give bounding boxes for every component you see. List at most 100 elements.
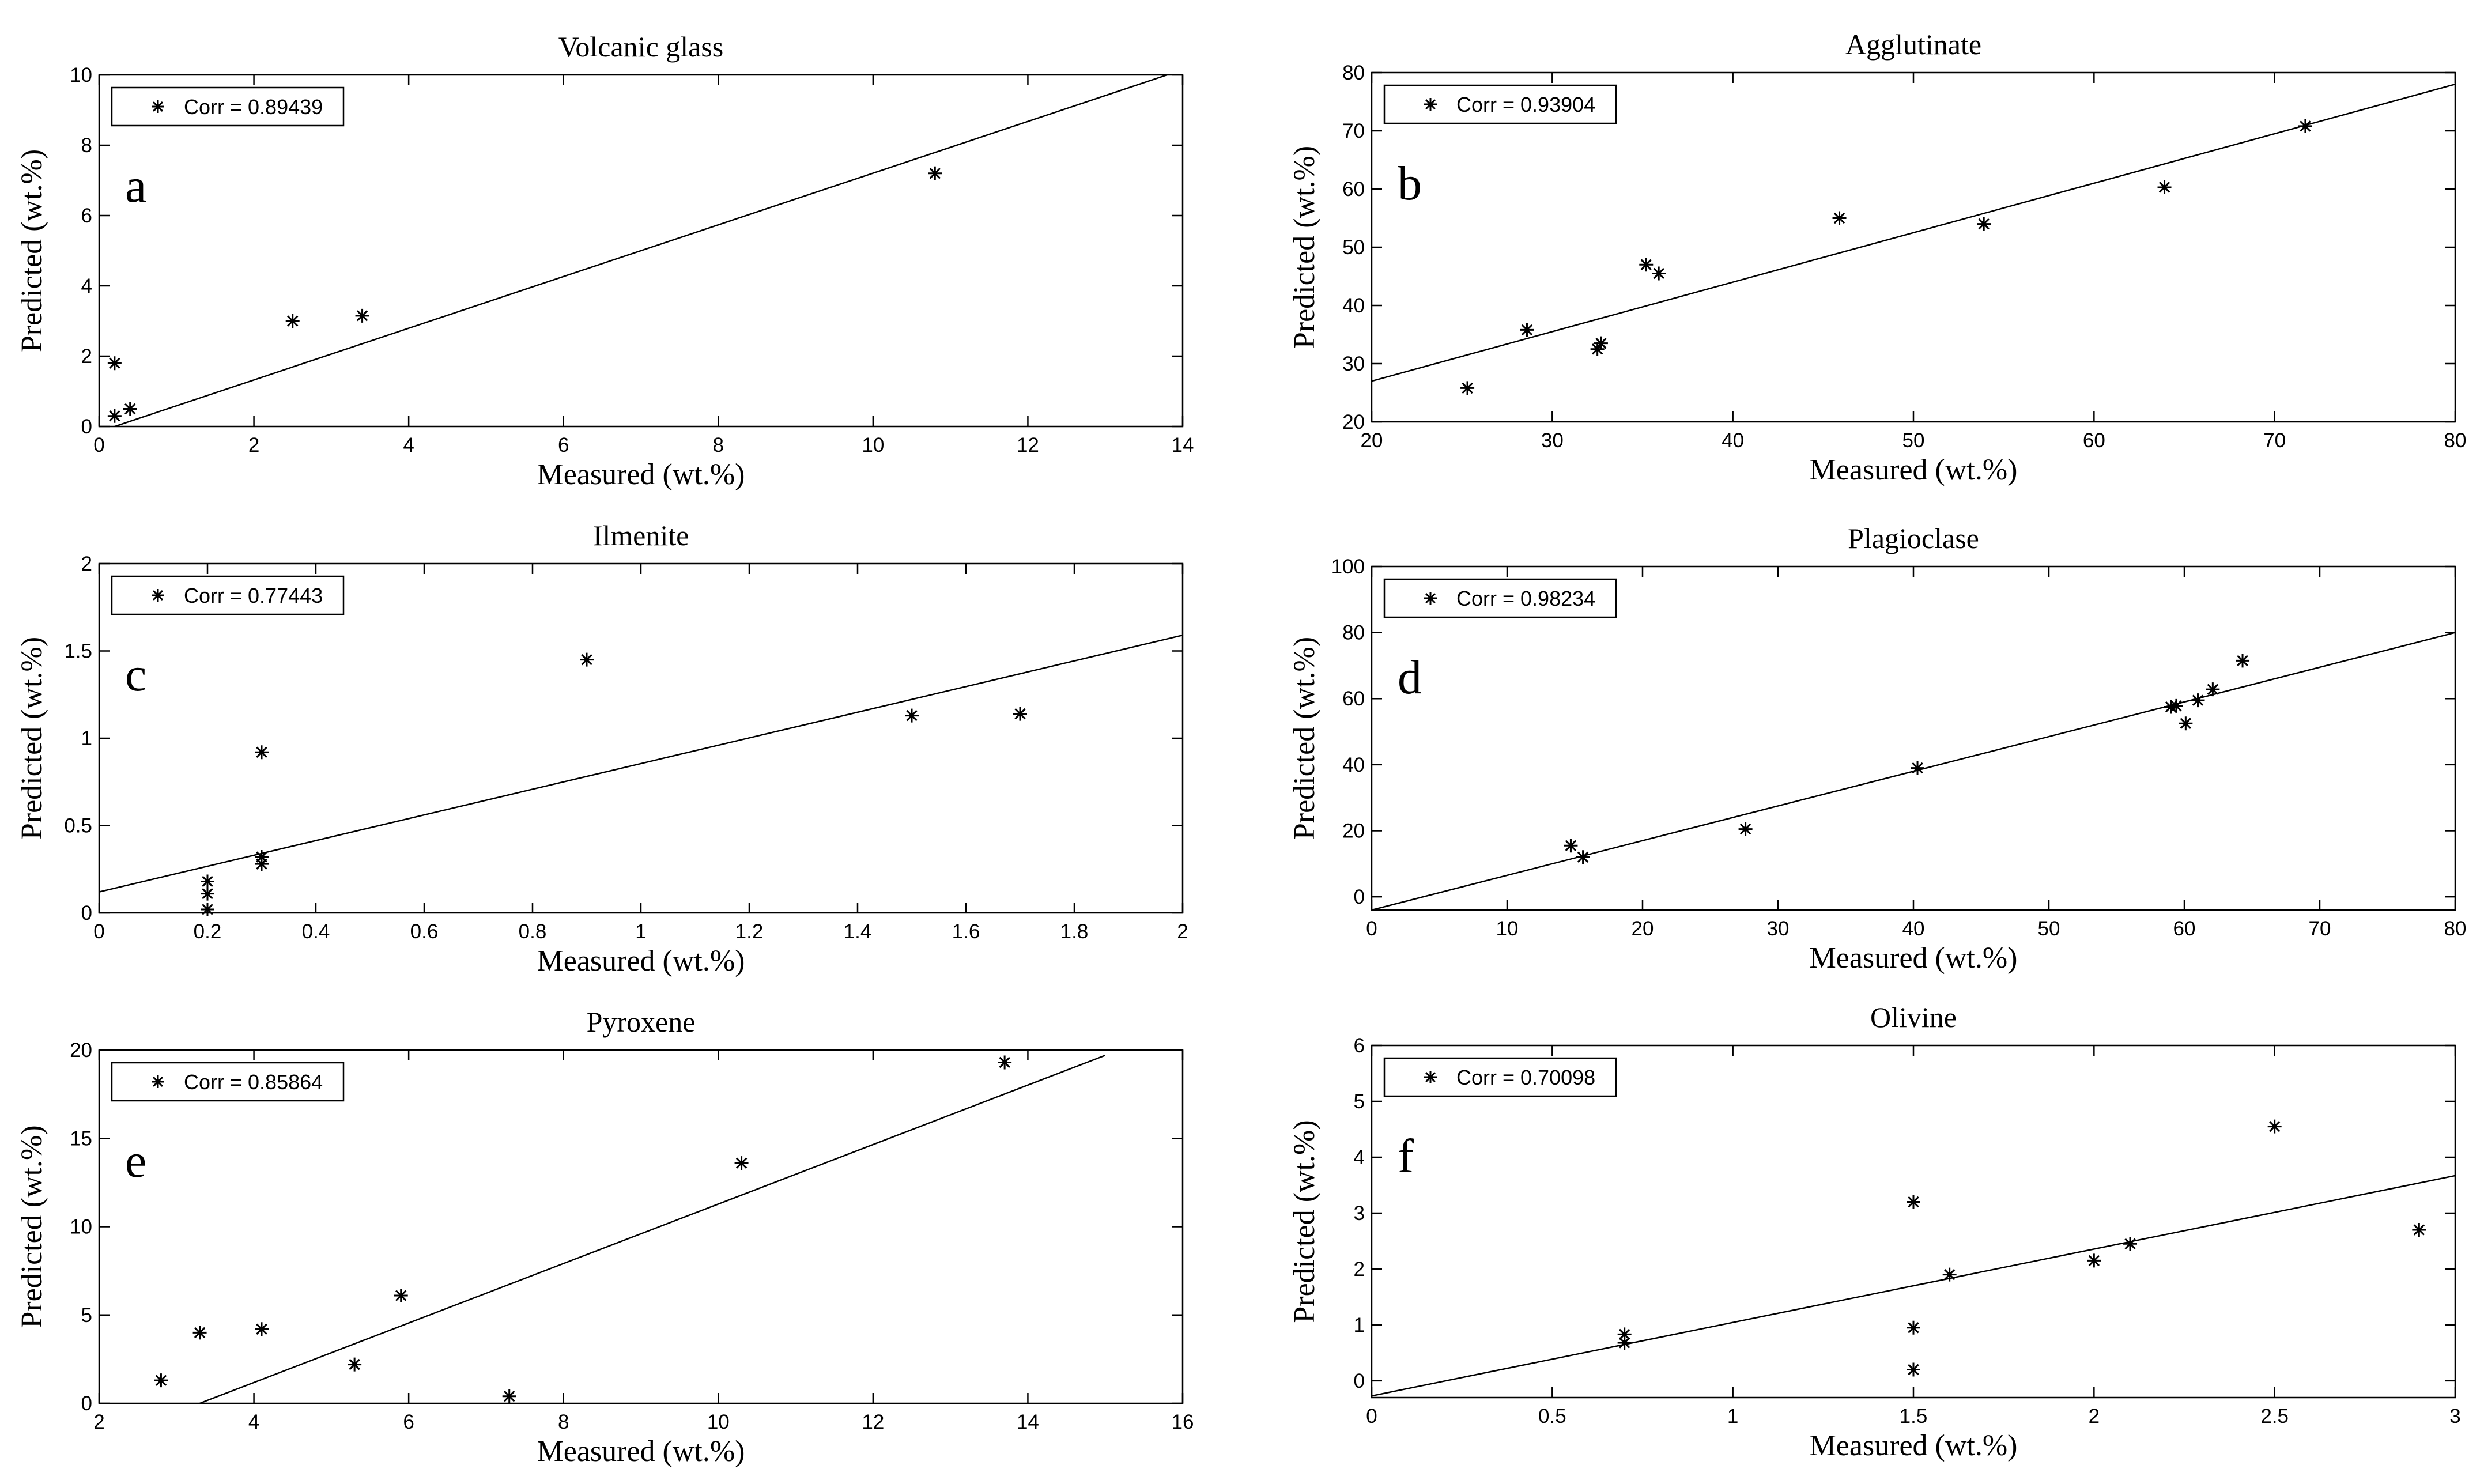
- x-tick-label: 2: [2089, 1405, 2100, 1428]
- x-tick-label: 0.5: [1538, 1405, 1566, 1428]
- y-tick-label: 0: [81, 902, 92, 924]
- y-tick-label: 8: [81, 134, 92, 157]
- data-point: [2236, 654, 2250, 668]
- y-tick-label: 40: [1342, 754, 1365, 776]
- legend-label: Corr = 0.93904: [1456, 93, 1595, 116]
- x-tick-label: 3: [2449, 1405, 2460, 1428]
- chart-title: Olivine: [1870, 1001, 1957, 1033]
- x-tick-label: 4: [403, 434, 414, 456]
- y-tick-label: 0: [1354, 1370, 1365, 1392]
- data-point: [734, 1156, 749, 1170]
- x-tick-label: 14: [1172, 434, 1194, 456]
- y-tick-label: 4: [1354, 1146, 1365, 1169]
- legend-marker: [1424, 98, 1437, 111]
- y-tick-label: 50: [1342, 236, 1365, 259]
- x-tick-label: 2: [1177, 920, 1188, 943]
- panel-a: 0 2 4 6 8 10 12 14 0 2 4 6 8 10 Corr = 0.89439 a Volcani…: [16, 31, 1194, 491]
- y-tick-label: 3: [1354, 1202, 1365, 1225]
- data-point: [1617, 1327, 1632, 1342]
- data-point: [1907, 1195, 1920, 1209]
- legend-box: [111, 1062, 345, 1102]
- data-point: [255, 850, 269, 864]
- x-tick-label: 6: [558, 434, 569, 456]
- x-tick-label: 30: [1767, 917, 1790, 940]
- data-point: [285, 314, 300, 328]
- x-axis-label: Measured (wt.%): [1810, 942, 2018, 975]
- panel-d: 0 10 20 30 40 50 60 70 80 0 20 40 60 80 100 Corr = 0.98…: [1288, 522, 2466, 975]
- data-point: [1907, 1320, 1920, 1335]
- legend-marker: [152, 1075, 164, 1088]
- x-tick-label: 20: [1361, 429, 1383, 452]
- x-tick-label: 60: [2173, 917, 2196, 940]
- data-point: [348, 1357, 362, 1372]
- data-point: [2206, 682, 2220, 697]
- data-point: [2123, 1237, 2137, 1251]
- y-tick-label: 20: [70, 1039, 92, 1062]
- legend-label: Corr = 0.98234: [1456, 587, 1595, 610]
- data-point: [1576, 850, 1590, 864]
- legend-marker: [1424, 592, 1437, 605]
- data-point: [2157, 180, 2172, 194]
- legend-box: [1383, 84, 1617, 124]
- data-point: [1617, 1335, 1632, 1350]
- y-tick-label: 5: [1354, 1090, 1365, 1113]
- y-tick-label: 10: [70, 64, 92, 86]
- data-point: [355, 308, 369, 323]
- data-point: [201, 886, 214, 901]
- x-tick-label: 50: [1902, 429, 1925, 452]
- data-point: [2267, 1119, 2282, 1134]
- data-point: [255, 857, 269, 871]
- x-tick-label: 0: [93, 434, 104, 456]
- fit-line: [199, 1055, 1106, 1403]
- panel-letter: b: [1398, 157, 1422, 210]
- chart-title: Plagioclase: [1848, 522, 1979, 554]
- x-tick-label: 20: [1632, 917, 1654, 940]
- x-tick-label: 2: [93, 1411, 104, 1433]
- x-tick-label: 0.2: [194, 920, 222, 943]
- y-axis-label: Predicted (wt.%): [1288, 146, 1321, 349]
- data-point: [1652, 266, 1666, 281]
- y-axis-label: Predicted (wt.%): [16, 637, 48, 840]
- x-tick-label: 2.5: [2260, 1405, 2289, 1428]
- y-tick-label: 2: [81, 345, 92, 368]
- legend-label: Corr = 0.89439: [184, 95, 323, 119]
- x-tick-label: 16: [1172, 1411, 1194, 1433]
- data-point: [2298, 119, 2312, 133]
- legend: Corr = 0.70098: [1383, 1057, 1617, 1097]
- x-axis-label: Measured (wt.%): [537, 945, 745, 977]
- x-axis-label: Measured (wt.%): [537, 1435, 745, 1468]
- x-tick-label: 1.8: [1060, 920, 1089, 943]
- legend-marker: [152, 589, 164, 602]
- legend-marker: [152, 100, 164, 113]
- y-axis-label: Predicted (wt.%): [1288, 1120, 1321, 1323]
- fit-line: [1372, 1175, 2455, 1397]
- x-tick-label: 0.4: [302, 920, 330, 943]
- panel-letter: f: [1398, 1130, 1414, 1183]
- chart-title: Ilmenite: [593, 519, 689, 552]
- x-tick-label: 12: [862, 1411, 884, 1433]
- data-point: [1738, 822, 1753, 836]
- x-tick-label: 1.6: [952, 920, 980, 943]
- data-point: [1013, 707, 1027, 721]
- x-tick-label: 70: [2263, 429, 2286, 452]
- data-point: [154, 1373, 168, 1388]
- panel-letter: d: [1398, 651, 1422, 704]
- x-tick-label: 1.2: [735, 920, 764, 943]
- y-tick-label: 0.5: [64, 815, 92, 837]
- data-point: [2169, 698, 2183, 713]
- data-point: [580, 652, 594, 667]
- y-axis-label: Predicted (wt.%): [1288, 637, 1321, 840]
- x-tick-label: 1.4: [844, 920, 872, 943]
- data-point: [255, 1322, 269, 1336]
- legend-label: Corr = 0.77443: [184, 584, 323, 607]
- x-tick-label: 6: [403, 1411, 414, 1433]
- y-tick-label: 40: [1342, 294, 1365, 317]
- legend-marker: [1424, 1071, 1437, 1083]
- y-tick-label: 2: [1354, 1258, 1365, 1281]
- y-tick-label: 60: [1342, 688, 1365, 710]
- panel-b: 20 30 40 50 60 70 80 20 30 40 50 60 70 80 Corr = 0.939…: [1288, 28, 2466, 486]
- x-tick-label: 10: [707, 1411, 730, 1433]
- x-tick-label: 50: [2038, 917, 2060, 940]
- data-point: [201, 902, 214, 916]
